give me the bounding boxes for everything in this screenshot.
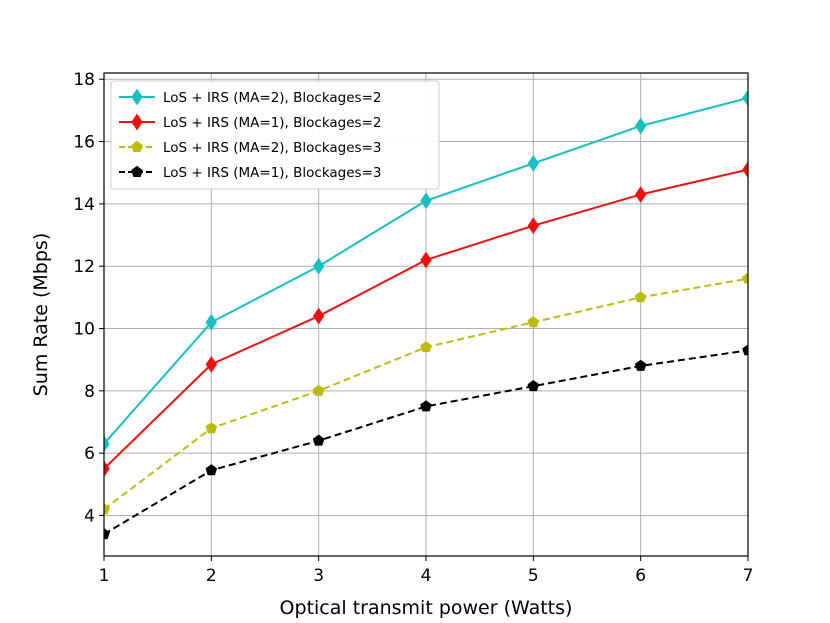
y-tick-label: 14 — [73, 195, 95, 215]
data-point — [742, 344, 748, 356]
series-4 — [104, 344, 748, 540]
data-point — [104, 460, 110, 478]
data-point — [104, 503, 110, 515]
legend-item: LoS + IRS (MA=2), Blockages=2 — [119, 88, 382, 106]
data-point — [104, 528, 110, 540]
y-axis-title: Sum Rate (Mbps) — [30, 233, 52, 397]
legend-label: LoS + IRS (MA=2), Blockages=3 — [163, 140, 382, 156]
data-point — [205, 355, 218, 373]
legend-box — [110, 80, 440, 190]
legend-marker — [131, 140, 143, 152]
series-3 — [104, 272, 748, 515]
legend-item: LoS + IRS (MA=1), Blockages=3 — [119, 165, 382, 181]
data-point — [420, 192, 432, 210]
data-point — [527, 217, 540, 235]
data-point — [312, 307, 325, 325]
legend-item: LoS + IRS (MA=2), Blockages=3 — [119, 140, 382, 156]
data-point — [205, 464, 218, 476]
y-tick-label: 4 — [84, 506, 95, 526]
data-point — [104, 435, 110, 453]
legend-marker — [131, 88, 143, 106]
series-2 — [104, 161, 748, 478]
data-point — [527, 380, 540, 392]
y-tick-label: 16 — [73, 133, 95, 153]
legend-label: LoS + IRS (MA=1), Blockages=2 — [163, 115, 382, 131]
legend-label: LoS + IRS (MA=2), Blockages=2 — [163, 90, 382, 106]
data-point — [634, 291, 647, 303]
y-tick-label: 12 — [73, 257, 95, 277]
y-tick-label: 10 — [73, 320, 95, 340]
data-point — [205, 313, 218, 331]
x-tick-label: 1 — [99, 566, 110, 586]
data-point — [420, 251, 432, 269]
data-point — [312, 384, 325, 396]
x-tick-label: 7 — [743, 566, 754, 586]
legend-marker — [131, 113, 143, 131]
legend-label: LoS + IRS (MA=1), Blockages=3 — [163, 165, 382, 181]
data-point — [634, 186, 647, 203]
legend: LoS + IRS (MA=2), Blockages=2 LoS + IRS (… — [110, 80, 440, 190]
x-tick-label: 3 — [313, 566, 324, 586]
y-tick-label: 8 — [84, 382, 95, 402]
legend-item: LoS + IRS (MA=1), Blockages=2 — [119, 113, 382, 131]
y-tick-label: 6 — [84, 444, 95, 464]
series-group — [104, 89, 748, 540]
series-1 — [104, 89, 748, 453]
y-tick-label: 18 — [73, 70, 95, 90]
data-point — [527, 316, 540, 328]
data-point — [312, 434, 325, 446]
x-axis-title: Optical transmit power (Watts) — [280, 597, 573, 619]
x-tick-label: 2 — [206, 566, 217, 586]
data-point — [742, 272, 748, 284]
data-point — [634, 117, 647, 135]
data-point — [742, 89, 748, 107]
x-tick-label: 5 — [528, 566, 539, 586]
data-point — [527, 154, 540, 172]
x-tick-label: 4 — [421, 566, 432, 586]
data-point — [205, 422, 218, 434]
data-point — [420, 341, 432, 353]
data-point — [634, 359, 647, 371]
data-point — [420, 400, 432, 412]
x-tick-label: 6 — [635, 566, 646, 586]
data-point — [742, 161, 748, 178]
legend-marker — [131, 165, 143, 177]
data-point — [312, 257, 325, 275]
